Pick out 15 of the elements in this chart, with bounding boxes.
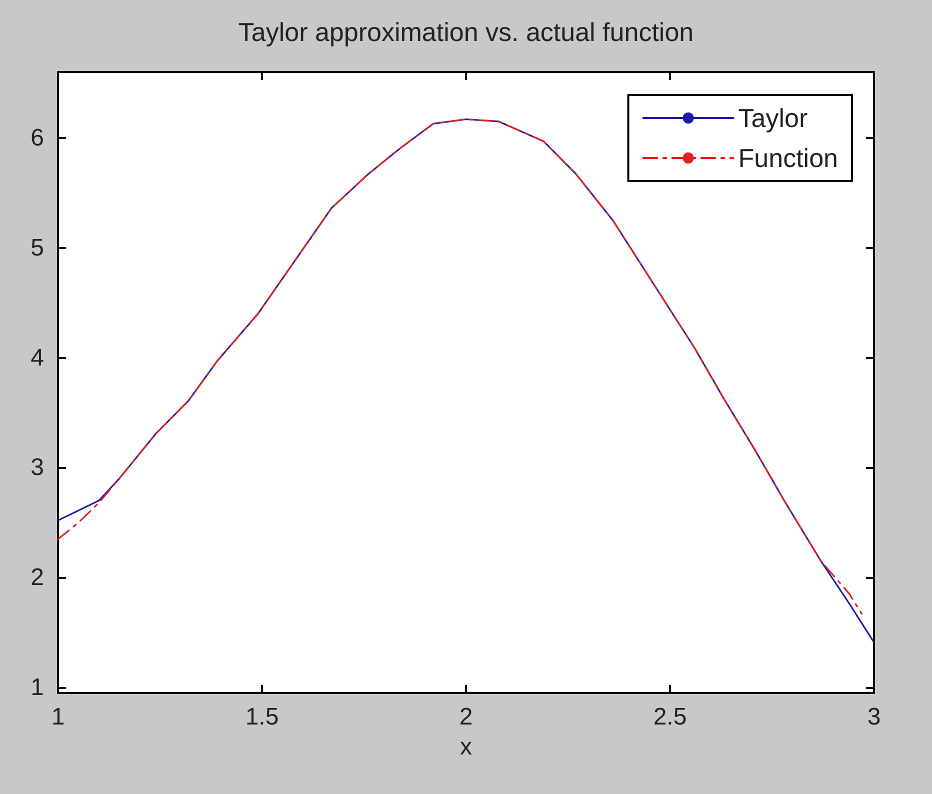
x-tick-label: 1.5 — [245, 704, 279, 730]
y-tick-label: 4 — [30, 344, 44, 372]
x-tick-label: 1 — [51, 704, 65, 730]
x-tick-label: 2 — [459, 704, 473, 730]
x-tick-label: 2.5 — [653, 704, 687, 730]
x-tick-label: 3 — [867, 704, 881, 730]
x-axis-title: x — [460, 734, 472, 760]
y-tick-label: 2 — [30, 564, 44, 592]
y-tick-label: 5 — [30, 234, 44, 262]
legend-label: Function — [738, 143, 838, 173]
chart-title: Taylor approximation vs. actual function — [238, 17, 694, 47]
y-tick-label: 1 — [30, 674, 44, 702]
y-tick-label: 6 — [30, 124, 44, 152]
y-tick-label: 3 — [30, 454, 44, 482]
legend-label: Taylor — [738, 103, 808, 133]
